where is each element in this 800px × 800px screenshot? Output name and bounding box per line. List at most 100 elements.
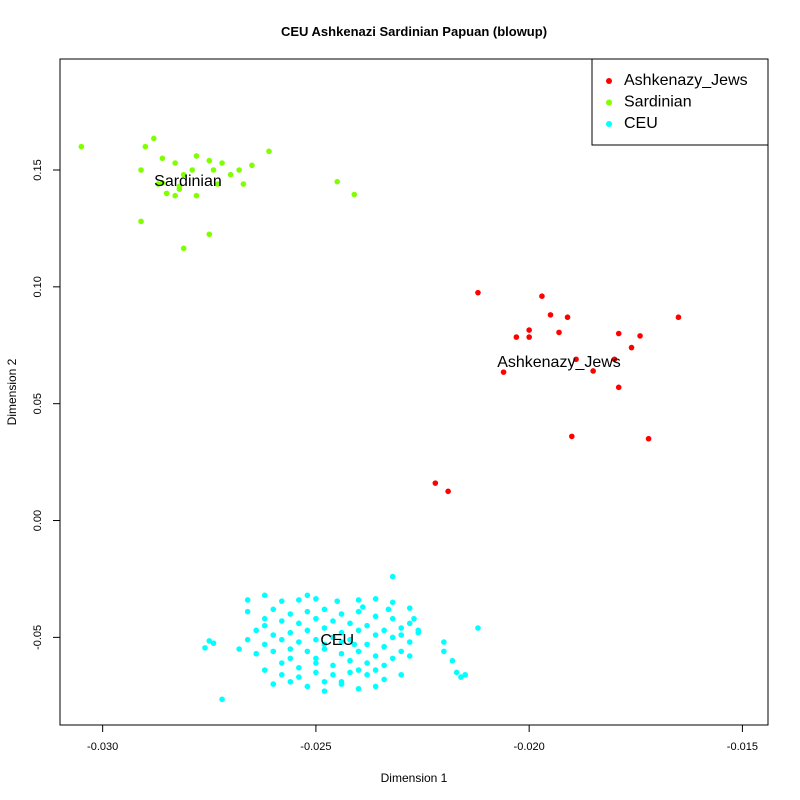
data-point [526, 327, 532, 333]
data-point [441, 648, 447, 655]
data-point [611, 356, 618, 363]
data-point [355, 627, 362, 634]
data-point [313, 655, 319, 662]
data-point [615, 330, 622, 337]
data-point [398, 625, 405, 631]
data-point [389, 615, 396, 622]
data-point [270, 632, 277, 638]
data-point [330, 634, 336, 641]
legend-marker [606, 78, 612, 84]
data-point [249, 162, 255, 169]
data-point [364, 641, 370, 648]
plot-frame [59, 58, 769, 726]
data-point [364, 622, 370, 629]
data-point [547, 312, 554, 318]
data-point [313, 669, 319, 676]
data-point [355, 685, 362, 692]
data-point [590, 368, 596, 374]
x-axis-label: Dimension 1 [381, 771, 448, 785]
data-point [261, 622, 268, 629]
data-point [389, 634, 396, 641]
data-point [360, 604, 366, 610]
data-point [261, 667, 268, 673]
data-point [151, 135, 157, 142]
data-point [364, 660, 370, 666]
data-point [338, 639, 345, 645]
data-point [210, 640, 217, 647]
data-point [270, 606, 277, 613]
x-tick-label: -0.020 [514, 741, 545, 753]
data-point [261, 592, 268, 599]
legend-marker [606, 99, 612, 106]
data-point [615, 384, 622, 391]
data-point [240, 181, 247, 187]
data-point [411, 615, 417, 622]
data-point [372, 653, 379, 659]
data-point [347, 657, 353, 664]
data-point [193, 153, 200, 159]
data-point [278, 660, 285, 666]
data-point [287, 611, 294, 617]
data-point [304, 592, 311, 599]
cluster-label: CEU [320, 632, 354, 649]
data-point [172, 160, 178, 166]
data-point [330, 671, 336, 678]
x-tick-label: -0.025 [300, 741, 331, 753]
data-point [398, 671, 405, 678]
data-point [539, 293, 545, 299]
data-point [355, 608, 362, 615]
data-point [278, 671, 285, 678]
data-point [266, 148, 272, 155]
data-point [347, 636, 353, 643]
data-point [244, 608, 251, 615]
data-point [278, 618, 285, 624]
legend-box [591, 58, 769, 146]
data-point [138, 167, 144, 173]
data-point [398, 632, 405, 638]
data-point [441, 639, 447, 645]
data-point [180, 171, 187, 178]
data-point [236, 167, 242, 173]
data-point [253, 627, 259, 634]
data-point [138, 218, 144, 225]
cluster-label: Ashkenazy_Jews [497, 354, 621, 371]
y-axis: -0.05 0.00 0.05 0.10 0.15 [32, 159, 60, 650]
legend-entry: Ashkenazy_Jews [624, 72, 748, 89]
data-point [270, 648, 277, 655]
data-point [227, 171, 234, 178]
data-point [475, 625, 481, 631]
data-point [313, 596, 319, 602]
data-point [321, 678, 328, 685]
data-point [445, 488, 451, 495]
data-point [330, 662, 336, 669]
data-point [338, 678, 345, 685]
legend-entry: CEU [624, 115, 658, 132]
data-point [296, 620, 302, 627]
data-point [296, 639, 302, 645]
data-point [389, 573, 396, 580]
y-tick-label: 0.15 [32, 159, 44, 180]
data-point [172, 192, 178, 199]
data-point [355, 648, 362, 655]
data-point [389, 655, 396, 662]
data-point [253, 650, 259, 657]
cluster-label: Sardinian [154, 173, 222, 190]
data-point [219, 160, 225, 166]
data-point [313, 636, 319, 643]
data-point [372, 683, 379, 690]
data-point [381, 676, 387, 683]
data-point [215, 181, 221, 187]
data-point [206, 157, 213, 164]
data-point [338, 650, 345, 657]
data-point [372, 596, 379, 602]
data-point [462, 671, 468, 678]
data-point [278, 598, 285, 604]
cluster-labels: Ashkenazy_Jews Sardinian CEU [154, 173, 621, 649]
data-point [219, 696, 225, 703]
data-point [338, 611, 345, 617]
data-point [261, 615, 268, 622]
data-point [432, 480, 439, 486]
data-point [372, 613, 379, 620]
data-point [244, 636, 251, 643]
data-point [313, 660, 319, 666]
